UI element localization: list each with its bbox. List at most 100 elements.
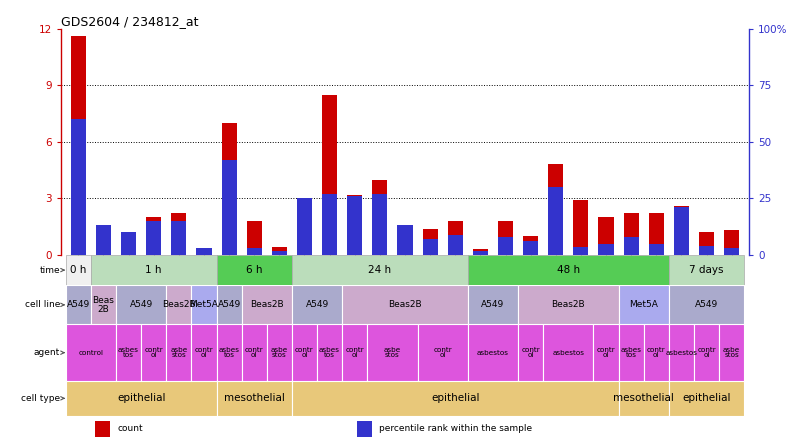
Text: mesothelial: mesothelial xyxy=(613,393,674,403)
Bar xyxy=(247,221,262,255)
Bar xyxy=(544,325,594,381)
Text: contr
ol: contr ol xyxy=(295,347,313,358)
Text: A549: A549 xyxy=(695,300,718,309)
Text: contr
ol: contr ol xyxy=(194,347,213,358)
Bar xyxy=(197,248,211,255)
Bar xyxy=(619,285,669,325)
Text: Beas2B: Beas2B xyxy=(552,300,585,309)
Bar xyxy=(70,36,86,255)
Text: A549: A549 xyxy=(305,300,329,309)
Bar xyxy=(719,325,744,381)
Bar xyxy=(398,230,412,255)
Bar xyxy=(171,221,186,255)
Bar xyxy=(66,285,91,325)
Bar xyxy=(297,198,312,255)
Text: asbe
stos: asbe stos xyxy=(723,347,740,358)
Text: control: control xyxy=(79,350,104,356)
Bar xyxy=(624,237,639,255)
Text: 24 h: 24 h xyxy=(369,265,391,275)
Text: asbes
tos: asbes tos xyxy=(319,347,340,358)
Bar xyxy=(619,325,644,381)
Bar xyxy=(498,237,513,255)
Bar xyxy=(247,248,262,255)
Bar xyxy=(171,214,186,255)
Bar xyxy=(70,119,86,255)
Bar xyxy=(624,214,639,255)
Bar xyxy=(166,285,191,325)
Bar xyxy=(418,325,468,381)
Bar xyxy=(272,247,287,255)
Bar xyxy=(619,381,669,416)
Bar xyxy=(322,95,337,255)
Bar xyxy=(146,221,161,255)
Text: 1 h: 1 h xyxy=(146,265,162,275)
Bar xyxy=(66,325,116,381)
Bar xyxy=(292,285,342,325)
Bar xyxy=(649,214,664,255)
Bar xyxy=(473,249,488,255)
Bar xyxy=(191,285,216,325)
Text: Beas2B: Beas2B xyxy=(250,300,284,309)
Bar xyxy=(724,248,740,255)
Text: asbe
stos: asbe stos xyxy=(271,347,288,358)
Text: Met5A: Met5A xyxy=(629,300,659,309)
Bar xyxy=(649,244,664,255)
Bar xyxy=(518,325,544,381)
Text: epithelial: epithelial xyxy=(117,393,165,403)
Text: time: time xyxy=(40,266,60,274)
Bar xyxy=(322,194,337,255)
Text: asbes
tos: asbes tos xyxy=(118,347,139,358)
Bar xyxy=(266,325,292,381)
Text: mesothelial: mesothelial xyxy=(224,393,284,403)
Text: contr
ol: contr ol xyxy=(597,347,616,358)
Bar xyxy=(91,255,216,285)
Text: 48 h: 48 h xyxy=(556,265,580,275)
Bar xyxy=(241,285,292,325)
Bar xyxy=(468,325,518,381)
Text: contr
ol: contr ol xyxy=(345,347,364,358)
Bar xyxy=(347,196,362,255)
Text: contr
ol: contr ol xyxy=(522,347,540,358)
Bar xyxy=(523,236,538,255)
Bar xyxy=(197,252,211,255)
Text: Beas2B: Beas2B xyxy=(162,300,196,309)
Bar xyxy=(356,421,372,436)
Bar xyxy=(669,285,744,325)
Text: percentile rank within the sample: percentile rank within the sample xyxy=(379,424,532,433)
Bar xyxy=(548,164,563,255)
Bar xyxy=(116,325,141,381)
Text: epithelial: epithelial xyxy=(682,393,731,403)
Text: Met5A: Met5A xyxy=(190,300,219,309)
Text: count: count xyxy=(117,424,143,433)
Text: cell line: cell line xyxy=(25,300,60,309)
Text: contr
ol: contr ol xyxy=(245,347,263,358)
Bar xyxy=(473,251,488,255)
Bar xyxy=(116,285,166,325)
Bar xyxy=(373,194,387,255)
Text: asbestos: asbestos xyxy=(552,350,584,356)
Bar xyxy=(699,246,714,255)
Bar xyxy=(191,325,216,381)
Bar xyxy=(241,325,266,381)
Bar xyxy=(423,229,437,255)
Text: asbes
tos: asbes tos xyxy=(620,347,642,358)
Text: 0 h: 0 h xyxy=(70,265,87,275)
Bar xyxy=(367,325,418,381)
Bar xyxy=(216,285,241,325)
Bar xyxy=(216,325,241,381)
Text: contr
ol: contr ol xyxy=(647,347,666,358)
Bar xyxy=(222,123,237,255)
Bar xyxy=(594,325,619,381)
Text: contr
ol: contr ol xyxy=(697,347,716,358)
Bar xyxy=(292,255,468,285)
Bar xyxy=(146,217,161,255)
Text: epithelial: epithelial xyxy=(431,393,480,403)
Bar xyxy=(669,255,744,285)
Text: asbe
stos: asbe stos xyxy=(170,347,187,358)
Text: contr
ol: contr ol xyxy=(144,347,163,358)
Bar xyxy=(342,285,468,325)
Text: GDS2604 / 234812_at: GDS2604 / 234812_at xyxy=(61,15,198,28)
Bar xyxy=(599,244,613,255)
Bar xyxy=(573,247,588,255)
Text: contr
ol: contr ol xyxy=(433,347,452,358)
